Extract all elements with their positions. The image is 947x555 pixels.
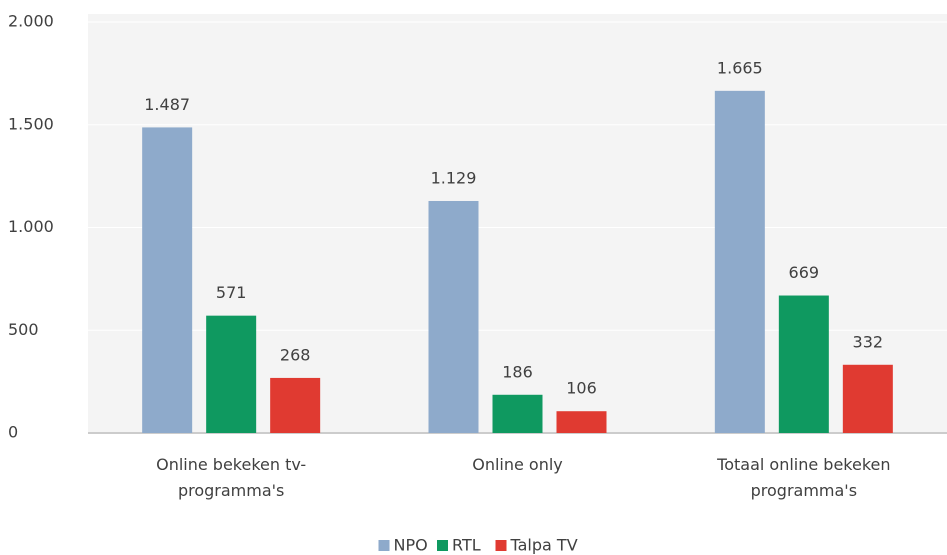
- y-tick-label: 500: [8, 320, 39, 339]
- bar: [778, 295, 829, 433]
- y-tick-label: 2.000: [8, 12, 54, 31]
- x-tick-label: Online bekeken tv-programma's: [156, 455, 307, 500]
- bar: [142, 127, 193, 433]
- bar: [492, 394, 543, 433]
- legend-label: Talpa TV: [510, 536, 578, 555]
- bar: [270, 377, 321, 433]
- data-label: 571: [216, 283, 247, 302]
- data-label: 1.129: [431, 168, 477, 187]
- data-label: 1.665: [717, 58, 763, 77]
- data-label: 1.487: [144, 95, 190, 114]
- y-tick-label: 0: [8, 423, 18, 442]
- y-tick-label: 1.500: [8, 114, 54, 133]
- legend-swatch: [495, 540, 507, 551]
- data-label: 106: [566, 379, 597, 398]
- data-label: 268: [280, 345, 311, 364]
- y-tick-label: 1.000: [8, 217, 54, 236]
- data-label: 186: [502, 362, 533, 381]
- bar: [206, 315, 257, 433]
- x-tick-label: Totaal online bekeken programma's: [717, 455, 891, 500]
- legend-swatch: [437, 540, 448, 551]
- legend-label: RTL: [452, 536, 481, 555]
- data-label: 669: [789, 263, 820, 282]
- bar: [556, 411, 607, 433]
- bar: [714, 90, 765, 433]
- legend-label: NPO: [394, 536, 428, 555]
- legend-swatch: [378, 540, 390, 551]
- data-label: 332: [853, 332, 884, 351]
- x-tick-label: Online only: [472, 455, 563, 474]
- bar: [842, 364, 893, 433]
- bar: [428, 200, 479, 433]
